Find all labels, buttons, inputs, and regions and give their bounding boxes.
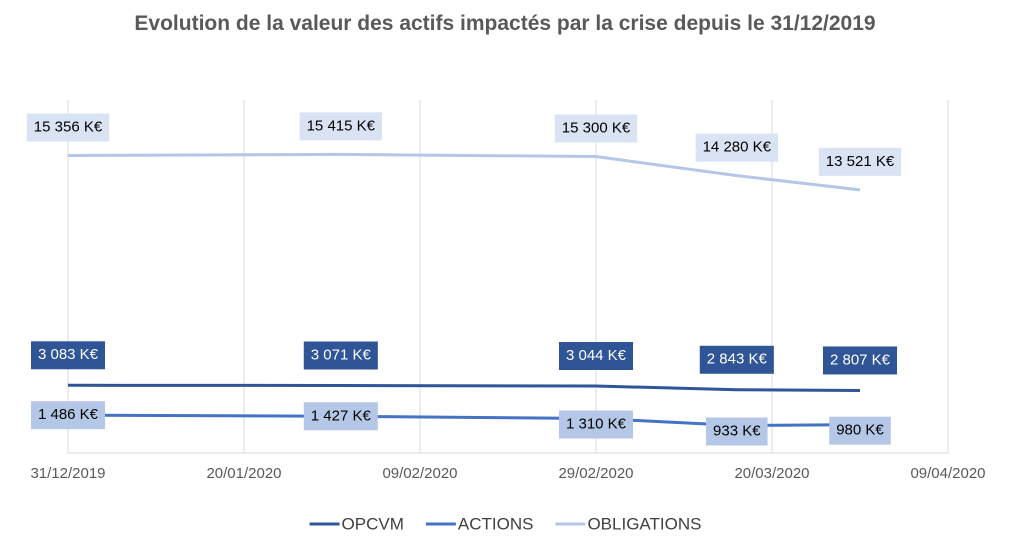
data-label: 3 044 K€ <box>558 342 634 371</box>
data-label: 13 521 K€ <box>818 147 902 176</box>
data-label-text: 14 280 K€ <box>703 139 772 156</box>
data-label-box <box>299 112 383 141</box>
data-label-box <box>822 346 898 375</box>
data-label-box <box>26 113 110 142</box>
series-line <box>67 152 861 192</box>
data-label-text: 15 415 K€ <box>307 117 376 134</box>
data-label-text: 13 521 K€ <box>826 153 895 170</box>
data-label: 2 807 K€ <box>822 346 898 375</box>
data-label: 14 280 K€ <box>695 133 779 162</box>
data-label-text: 3 071 K€ <box>311 346 372 363</box>
legend-label: ACTIONS <box>458 514 534 533</box>
data-label-box <box>30 401 106 430</box>
data-label-text: 933 K€ <box>713 423 761 440</box>
x-tick-label: 20/03/2020 <box>734 465 809 482</box>
data-label-box <box>558 410 634 439</box>
data-label-text: 3 044 K€ <box>566 347 627 364</box>
data-label-text: 15 356 K€ <box>34 118 103 135</box>
data-label: 933 K€ <box>706 417 768 446</box>
data-label-box <box>554 114 638 143</box>
data-label-text: 980 K€ <box>836 422 884 439</box>
data-label-box <box>558 342 634 371</box>
data-label: 1 427 K€ <box>303 402 378 431</box>
data-label-box <box>829 416 891 445</box>
data-label: 15 356 K€ <box>26 113 110 142</box>
legend-item: OPCVM <box>309 514 404 533</box>
data-label-box <box>30 341 106 370</box>
data-label-text: 2 807 K€ <box>830 351 891 368</box>
data-label-box <box>303 402 378 431</box>
data-label: 3 071 K€ <box>303 341 378 370</box>
x-tick-label: 09/04/2020 <box>910 465 985 482</box>
data-label-text: 1 427 K€ <box>311 407 372 424</box>
data-label: 3 083 K€ <box>30 341 106 370</box>
data-label-text: 3 083 K€ <box>38 346 99 363</box>
x-tick-label: 20/01/2020 <box>206 465 281 482</box>
data-label-box <box>695 133 779 162</box>
data-label-text: 1 486 K€ <box>38 406 99 423</box>
data-label-box <box>303 341 378 370</box>
data-label: 15 415 K€ <box>299 112 383 141</box>
data-label-box <box>706 417 768 446</box>
data-label-text: 1 310 K€ <box>566 415 627 432</box>
legend-item: OBLIGATIONS <box>555 514 701 533</box>
data-label-text: 2 843 K€ <box>707 351 768 368</box>
series-line <box>67 383 861 392</box>
legend-item: ACTIONS <box>425 514 534 533</box>
data-label: 15 300 K€ <box>554 114 638 143</box>
legend-label: OPCVM <box>342 514 404 533</box>
x-tick-label: 31/12/2019 <box>30 465 105 482</box>
data-label: 980 K€ <box>829 416 891 445</box>
x-tick-label: 29/02/2020 <box>558 465 633 482</box>
data-label-box <box>699 345 774 374</box>
data-label-text: 15 300 K€ <box>562 120 631 137</box>
data-label-box <box>818 147 902 176</box>
data-label: 1 486 K€ <box>30 401 106 430</box>
chart-title: Evolution de la valeur des actifs impact… <box>134 12 876 35</box>
data-label: 2 843 K€ <box>699 345 774 374</box>
data-label: 1 310 K€ <box>558 410 634 439</box>
legend-label: OBLIGATIONS <box>587 514 701 533</box>
x-tick-label: 09/02/2020 <box>382 465 457 482</box>
